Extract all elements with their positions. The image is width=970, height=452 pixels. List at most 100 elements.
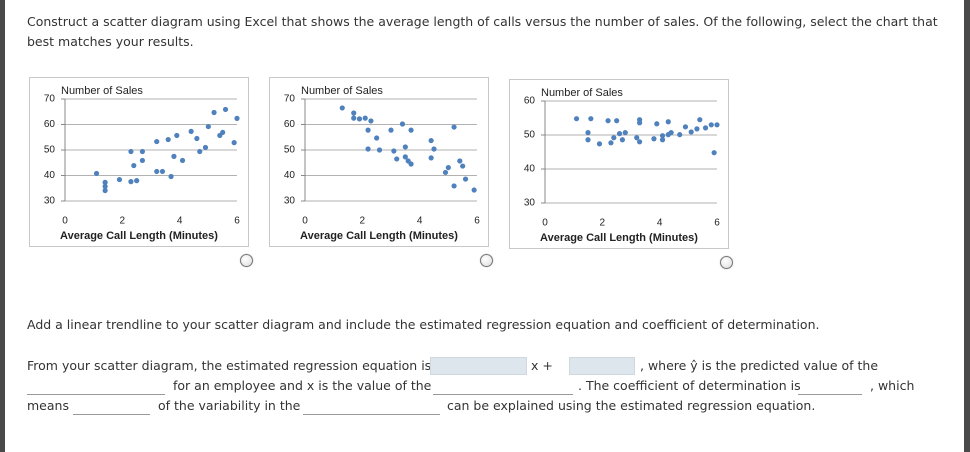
point xyxy=(451,124,457,130)
chart-title: Number of Sales xyxy=(61,85,143,97)
point xyxy=(471,187,477,193)
point xyxy=(651,136,657,142)
point xyxy=(351,115,357,121)
question: Construct a scatter diagram using Excel … xyxy=(27,14,938,49)
x-tick-label: 6 xyxy=(714,218,720,229)
point xyxy=(697,117,703,123)
dropdown-blank[interactable] xyxy=(303,414,440,415)
point xyxy=(188,128,194,134)
input-blank[interactable] xyxy=(798,394,862,395)
point xyxy=(197,148,203,155)
y-tick-label: 40 xyxy=(284,170,296,181)
x-tick-label: 0 xyxy=(62,216,68,227)
point xyxy=(688,129,694,135)
point xyxy=(222,106,229,113)
chart-option: 30 40 50 60 0 2 4 6 Number of Sales Average Call … xyxy=(509,79,729,249)
y-tick-label: 60 xyxy=(524,96,536,107)
y-tick-label: 30 xyxy=(524,198,536,209)
y-tick-label: 40 xyxy=(44,170,56,181)
point xyxy=(365,146,371,152)
x-axis-label: Average Call Length (Minutes) xyxy=(60,230,218,242)
x-tick-label: 4 xyxy=(657,218,663,229)
radio-button[interactable] xyxy=(240,254,253,267)
point xyxy=(131,162,137,169)
point xyxy=(402,144,408,150)
point xyxy=(428,137,434,144)
point xyxy=(374,135,380,141)
point xyxy=(134,178,140,184)
point xyxy=(714,122,720,128)
y-tick-label: 50 xyxy=(524,130,536,141)
point xyxy=(128,148,134,155)
point xyxy=(573,116,580,122)
scatter-chart: 30 40 50 60 70 0 2 4 6 Number of Sales Average Cal… xyxy=(44,85,240,242)
point xyxy=(388,127,394,133)
point xyxy=(694,126,700,132)
sentence-text: x + xyxy=(531,358,553,373)
point xyxy=(165,136,171,143)
point xyxy=(102,179,108,185)
point xyxy=(634,135,640,141)
point xyxy=(351,110,357,116)
input-blank[interactable] xyxy=(73,414,150,415)
x-tick-label: 2 xyxy=(360,216,366,227)
point xyxy=(659,137,666,143)
point xyxy=(585,130,591,136)
y-tick-label: 70 xyxy=(44,94,56,105)
point xyxy=(457,158,463,164)
input-box[interactable] xyxy=(569,357,635,375)
input-box[interactable] xyxy=(430,357,527,375)
point xyxy=(654,121,660,127)
point xyxy=(588,116,594,122)
point xyxy=(659,133,666,139)
instruction: Add a linear trendline to your scatter d… xyxy=(27,317,820,332)
point xyxy=(339,105,345,111)
dropdown-blank[interactable] xyxy=(27,394,165,395)
point xyxy=(399,121,406,127)
point xyxy=(139,148,145,155)
y-tick-label: 40 xyxy=(524,164,536,175)
point xyxy=(205,123,211,130)
point xyxy=(408,127,414,133)
point xyxy=(220,129,226,136)
chart-option: 30 40 50 60 70 0 2 4 6 Number of Sales Average Cal… xyxy=(29,77,249,247)
x-tick-label: 6 xyxy=(234,216,240,227)
sentence-text: can be explained using the estimated reg… xyxy=(447,398,816,413)
point xyxy=(154,138,160,145)
point xyxy=(431,146,437,152)
x-tick-label: 0 xyxy=(302,216,308,227)
point xyxy=(445,164,451,171)
point xyxy=(93,170,100,177)
point xyxy=(231,140,237,146)
dropdown-blank[interactable] xyxy=(433,394,573,395)
point xyxy=(616,131,623,137)
point xyxy=(637,139,643,145)
sentence-text: , which xyxy=(870,378,915,393)
point xyxy=(665,119,671,125)
scatter-chart: 30 40 50 60 70 0 2 4 6 Number of Sales Average Cal… xyxy=(284,85,480,242)
point xyxy=(394,156,400,162)
radio-button[interactable] xyxy=(480,254,493,267)
point xyxy=(614,118,620,124)
point xyxy=(128,179,134,185)
point xyxy=(462,176,469,182)
point xyxy=(356,116,363,122)
point xyxy=(102,187,108,194)
point xyxy=(179,157,186,164)
y-tick-label: 50 xyxy=(44,145,56,156)
left-edge xyxy=(0,0,5,452)
point xyxy=(711,150,717,156)
x-tick-label: 4 xyxy=(177,216,183,227)
y-tick-label: 30 xyxy=(44,196,56,207)
radio-button[interactable] xyxy=(720,256,733,269)
chart-title: Number of Sales xyxy=(301,85,383,97)
point xyxy=(608,140,614,146)
x-tick-label: 2 xyxy=(600,218,606,229)
point xyxy=(622,130,628,136)
point xyxy=(611,135,617,141)
point xyxy=(451,183,457,189)
point xyxy=(154,168,160,175)
scatter-chart: 30 40 50 60 0 2 4 6 Number of Sales Average Call … xyxy=(524,87,720,244)
sentence-text: . The coefficient of determination is xyxy=(578,378,801,393)
point xyxy=(637,120,643,126)
